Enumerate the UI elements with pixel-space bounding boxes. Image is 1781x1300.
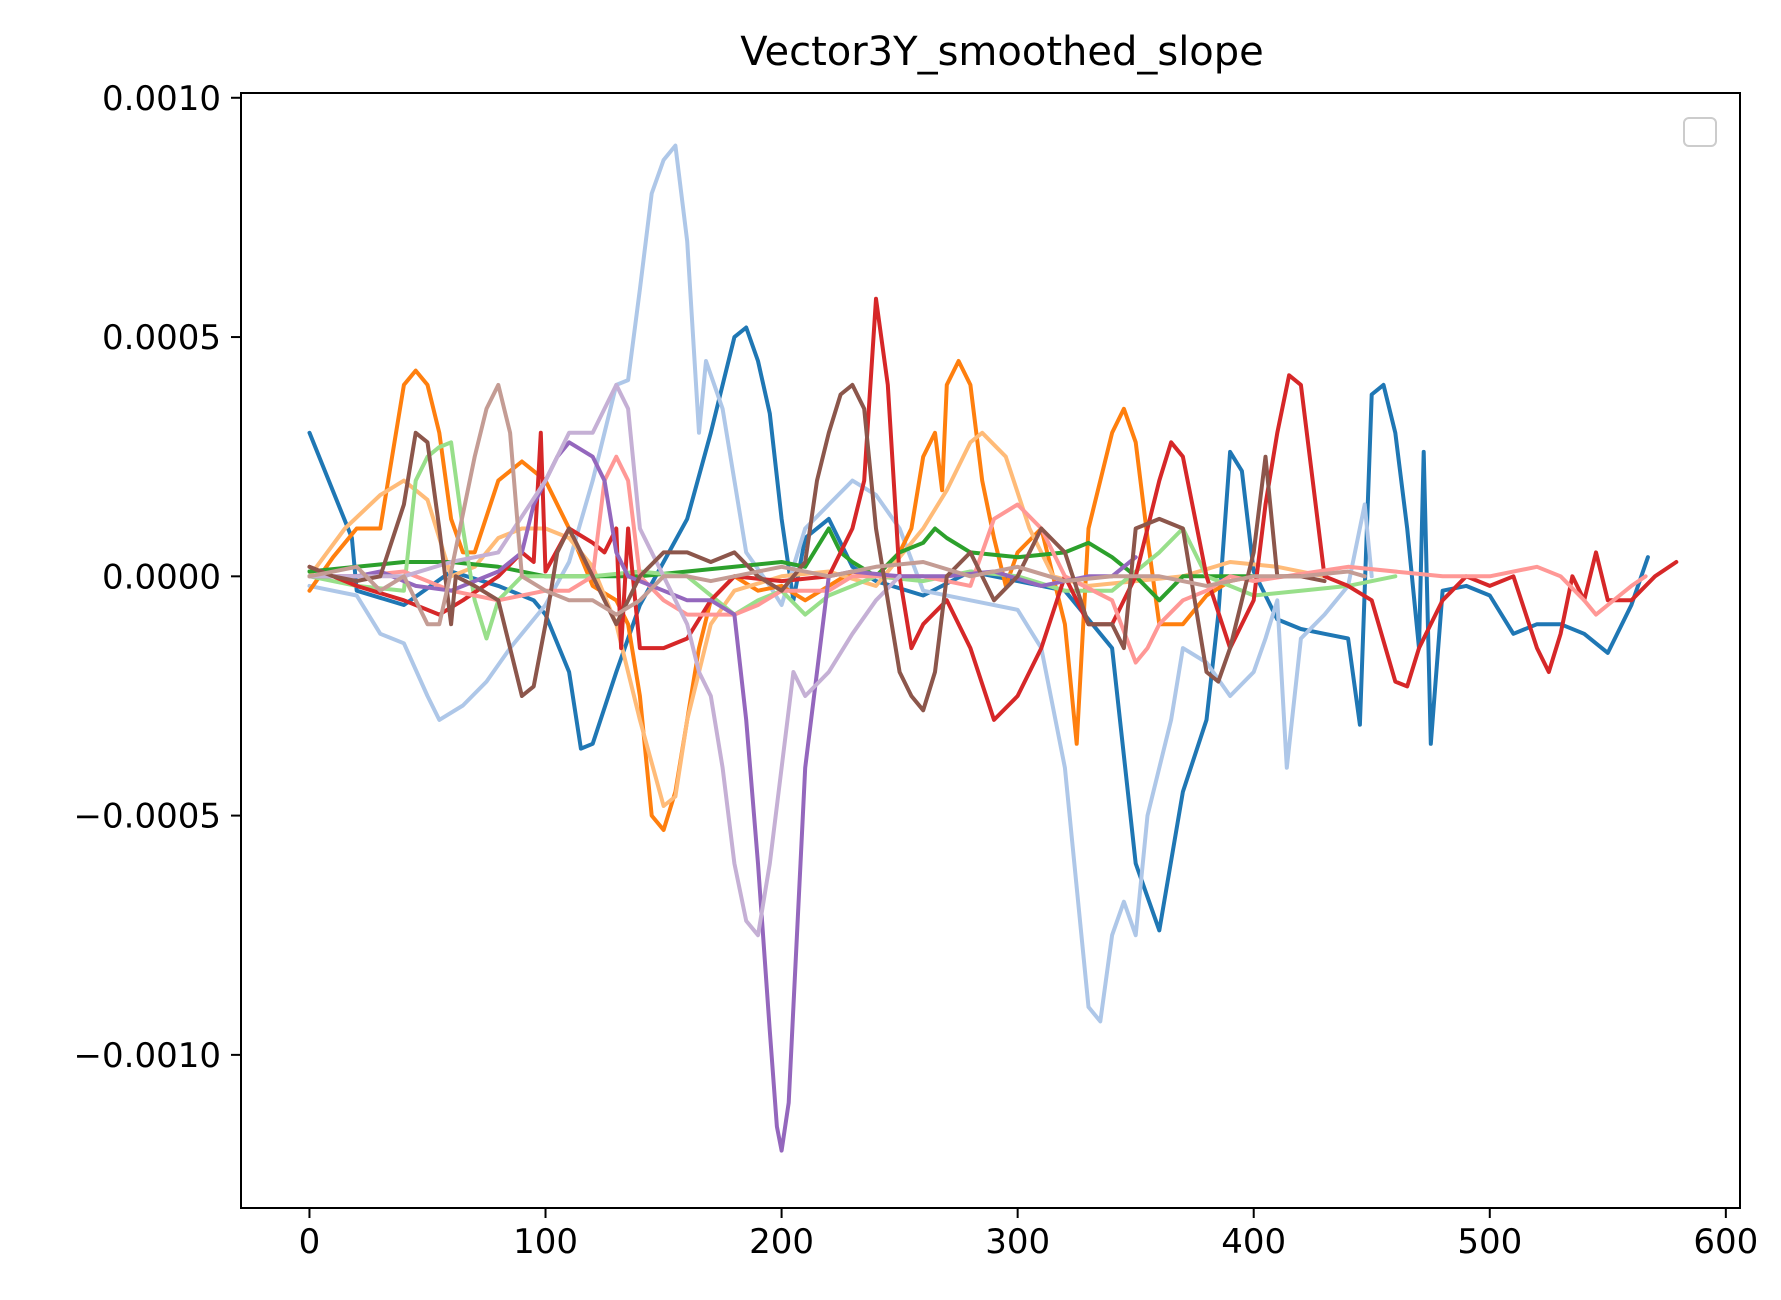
y-tick-label: 0.0005 (102, 318, 221, 358)
series-line-2 (307, 143, 1374, 1024)
series-line-3 (307, 359, 1256, 832)
chart-title: Vector3Y_smoothed_slope (740, 29, 1264, 75)
x-axis: 0 100 200 300 400 500 600 (299, 1208, 1758, 1262)
legend (1683, 117, 1717, 147)
y-tick-label: 0.0000 (102, 557, 221, 597)
series-line-7 (307, 296, 1679, 722)
axes-frame (240, 92, 1741, 1209)
y-tick-label: 0.0010 (102, 79, 221, 119)
series-line-1 (307, 325, 1650, 933)
legend-box (1683, 117, 1717, 147)
series-line-6 (307, 440, 1398, 641)
y-axis: −0.0010 −0.0005 0.0000 0.0005 0.0010 (74, 79, 241, 1076)
x-tick-label: 0 (299, 1222, 321, 1262)
x-tick-label: 600 (1693, 1222, 1758, 1262)
x-tick-label: 300 (985, 1222, 1050, 1262)
series-line-12 (307, 382, 1367, 627)
series-line-9 (307, 440, 1138, 1153)
y-tick-label: −0.0010 (74, 1036, 221, 1076)
x-tick-label: 500 (1457, 1222, 1522, 1262)
x-tick-label: 100 (513, 1222, 578, 1262)
series-group (307, 143, 1679, 1153)
y-tick-label: −0.0005 (74, 797, 221, 837)
series-line-10 (307, 382, 902, 938)
x-tick-label: 400 (1221, 1222, 1286, 1262)
plot-area (240, 92, 1741, 1209)
x-tick-label: 200 (749, 1222, 814, 1262)
series-line-11 (307, 382, 1327, 713)
